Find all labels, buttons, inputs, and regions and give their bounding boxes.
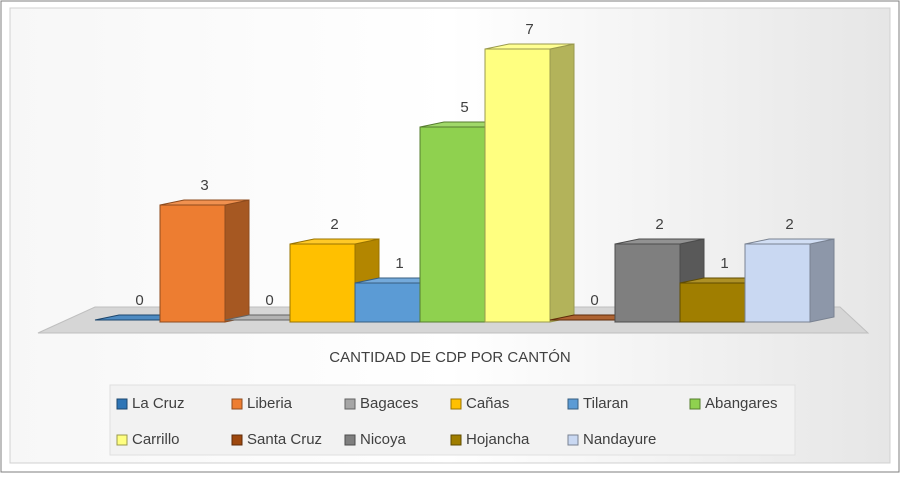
bar: [744, 243, 811, 323]
legend-swatch: [344, 434, 356, 446]
legend-swatch: [231, 398, 243, 410]
chart-title: CANTIDAD DE CDP POR CANTÓN: [329, 349, 570, 366]
legend-label: Nicoya: [360, 431, 407, 448]
data-label: 2: [330, 216, 338, 233]
legend-swatch: [689, 398, 701, 410]
data-label: 3: [200, 177, 208, 194]
legend-label: Nandayure: [583, 431, 656, 448]
legend-swatch: [567, 434, 579, 446]
bar: [614, 243, 681, 323]
data-label: 5: [460, 99, 468, 116]
bar: [679, 282, 746, 323]
bar: [159, 204, 226, 323]
data-label: 0: [135, 292, 143, 309]
legend-swatch: [116, 398, 128, 410]
bar-side: [224, 199, 250, 323]
legend-swatch: [450, 434, 462, 446]
legend-label: Liberia: [247, 395, 293, 412]
legend-label: Bagaces: [360, 395, 418, 412]
legend-label: La Cruz: [132, 395, 185, 412]
legend-swatch: [231, 434, 243, 446]
data-label: 0: [265, 292, 273, 309]
legend-label: Hojancha: [466, 431, 530, 448]
data-label: 7: [525, 21, 533, 38]
data-label: 2: [655, 216, 663, 233]
legend-swatch: [116, 434, 128, 446]
bar: [419, 126, 486, 323]
data-label: 0: [590, 292, 598, 309]
bar-side: [809, 238, 835, 323]
legend-label: Abangares: [705, 395, 778, 412]
legend-label: Cañas: [466, 395, 509, 412]
bar: [354, 282, 421, 323]
legend-label: Tilaran: [583, 395, 628, 412]
legend-swatch: [567, 398, 579, 410]
bar-side: [549, 43, 575, 323]
data-label: 2: [785, 216, 793, 233]
legend-label: Carrillo: [132, 431, 180, 448]
legend-label: Santa Cruz: [247, 431, 322, 448]
data-label: 1: [395, 255, 403, 272]
legend-swatch: [344, 398, 356, 410]
legend-swatch: [450, 398, 462, 410]
bar: [289, 243, 356, 323]
bar: [484, 48, 551, 323]
data-label: 1: [720, 255, 728, 272]
